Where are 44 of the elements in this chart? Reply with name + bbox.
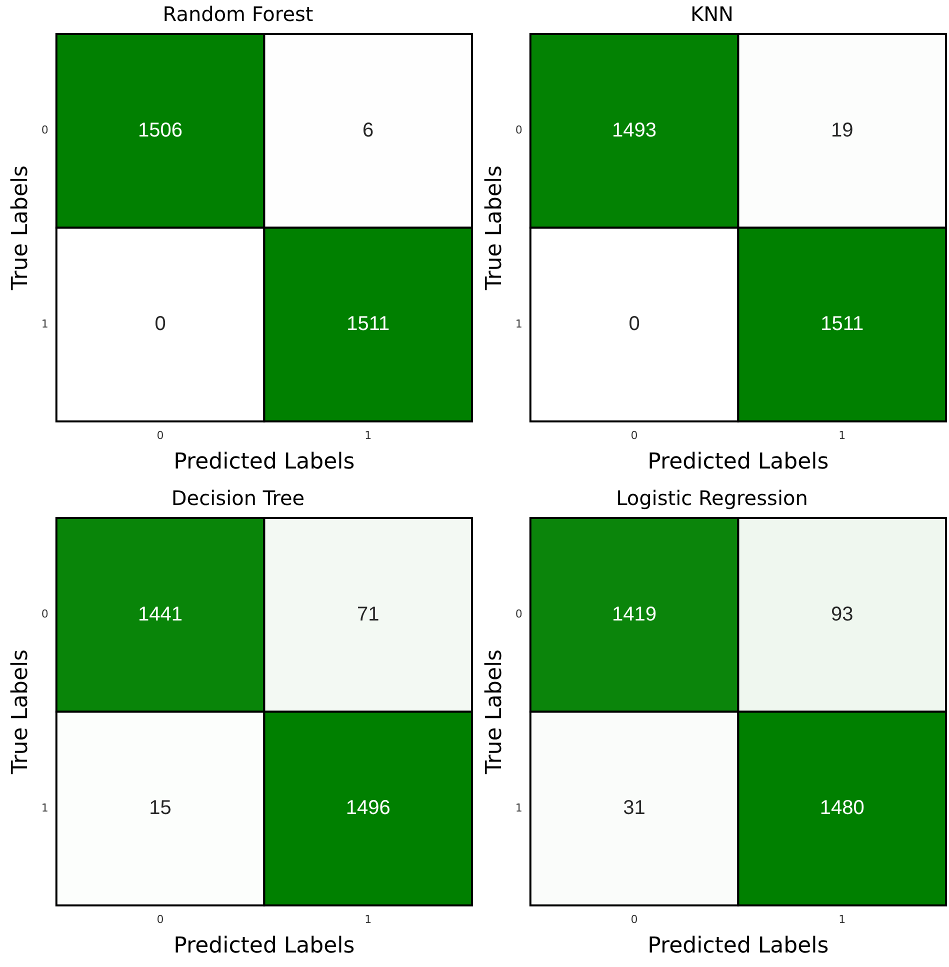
chart-title: KNN — [690, 2, 734, 26]
data-label: 1496 — [346, 797, 390, 820]
y-tick-label: 0 — [515, 124, 522, 137]
y-tick-label: 0 — [41, 124, 48, 137]
data-label: 15 — [149, 797, 172, 820]
data-label: 6 — [362, 119, 374, 142]
data-label: 71 — [356, 603, 380, 626]
data-label: 31 — [623, 797, 646, 820]
y-tick-label: 1 — [41, 317, 48, 330]
x-tick-label: 0 — [630, 912, 638, 926]
y-axis-title: True Labels — [8, 165, 33, 291]
y-axis-title: True Labels — [482, 649, 507, 775]
x-axis-title: Predicted Labels — [648, 934, 829, 959]
data-label: 1511 — [346, 313, 390, 336]
x-axis-title: Predicted Labels — [648, 450, 829, 475]
y-axis-title: True Labels — [8, 649, 33, 775]
x-tick-label: 0 — [156, 912, 164, 926]
x-tick-label: 0 — [156, 428, 164, 442]
y-axis-title: True Labels — [482, 165, 507, 291]
data-label: 1506 — [138, 119, 183, 142]
data-label: 1511 — [820, 313, 864, 336]
data-label: 0 — [154, 313, 166, 336]
y-tick-label: 0 — [41, 608, 48, 621]
y-tick-label: 1 — [41, 801, 48, 814]
x-tick-label: 1 — [364, 912, 372, 926]
x-tick-label: 0 — [630, 428, 638, 442]
x-axis-title: Predicted Labels — [174, 450, 355, 475]
x-axis-title: Predicted Labels — [174, 934, 355, 959]
x-tick-label: 1 — [364, 428, 372, 442]
data-label: 1493 — [612, 119, 657, 142]
y-tick-label: 1 — [515, 317, 522, 330]
chart-title: Decision Tree — [171, 486, 305, 510]
data-label: 1480 — [820, 797, 864, 820]
data-label: 1441 — [138, 603, 183, 626]
y-tick-label: 0 — [515, 608, 522, 621]
chart-title: Logistic Regression — [616, 486, 808, 510]
data-label: 1419 — [612, 603, 657, 626]
x-tick-label: 1 — [838, 912, 846, 926]
data-label: 93 — [830, 603, 854, 626]
x-tick-label: 1 — [838, 428, 846, 442]
data-label: 19 — [830, 119, 854, 142]
data-label: 0 — [628, 313, 640, 336]
y-tick-label: 1 — [515, 801, 522, 814]
chart-title: Random Forest — [162, 2, 314, 26]
